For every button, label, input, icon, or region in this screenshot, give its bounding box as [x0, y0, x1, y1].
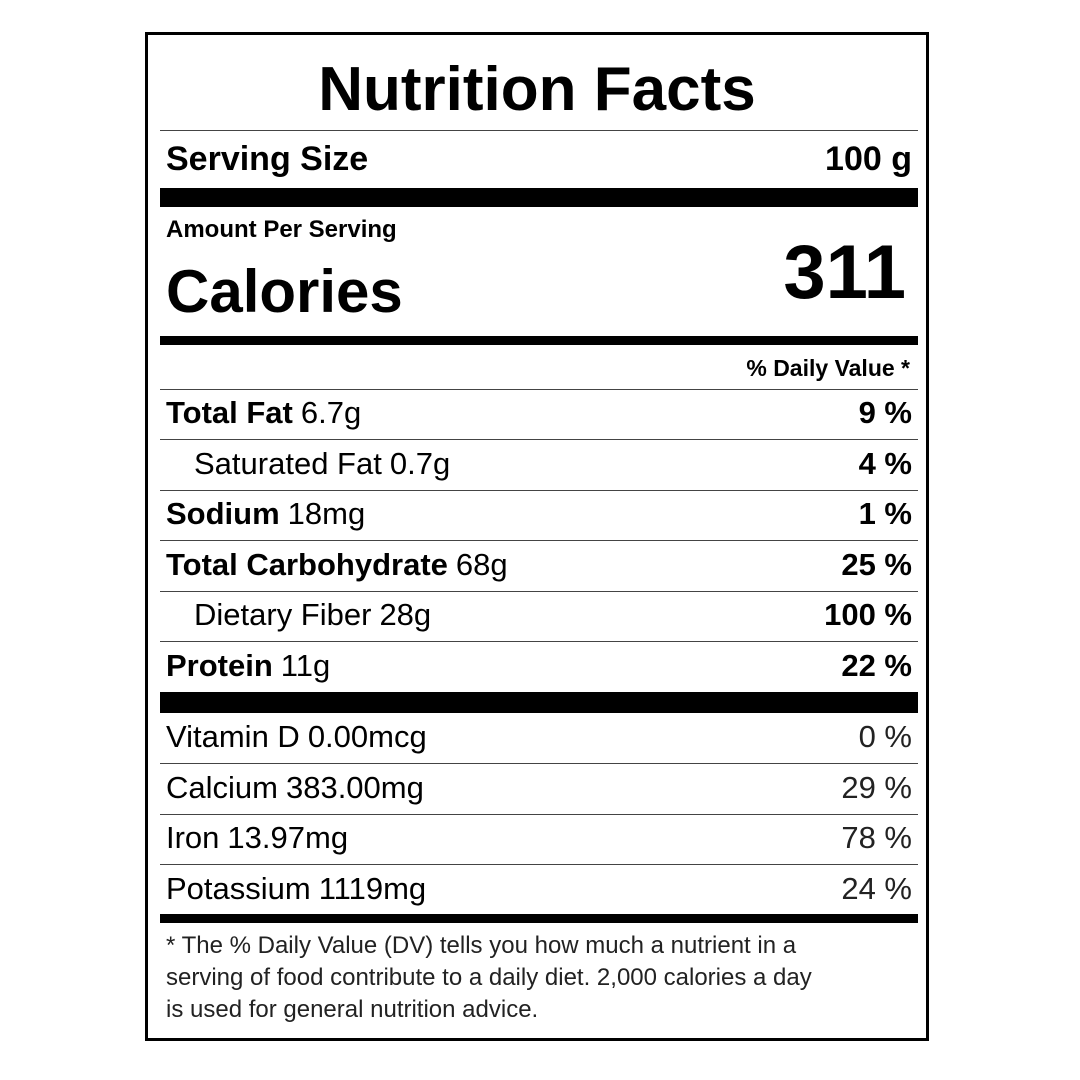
- nutrient-amount: 6.7g: [300, 395, 362, 430]
- nutrient-name: Total Fat: [166, 395, 293, 430]
- vitamin-dv: 78 %: [841, 820, 912, 855]
- divider: [160, 540, 918, 541]
- nutrient-dv: 22 %: [841, 647, 912, 683]
- vitamin-name: Potassium: [166, 870, 311, 906]
- divider: [160, 439, 918, 440]
- vitamin-amount: 383.00mg: [285, 769, 424, 805]
- nutrient-name: Dietary Fiber: [194, 597, 372, 632]
- serving-value: 100 g: [825, 140, 912, 178]
- medium-divider: [160, 914, 918, 923]
- nutrient-dv: 4 %: [858, 445, 912, 481]
- vitamin-amount: 1119mg: [318, 870, 427, 906]
- nutrition-label: Nutrition Facts Serving Size 100 g Amoun…: [145, 32, 929, 1041]
- divider: [160, 864, 918, 865]
- vitamin-dv: 0 %: [858, 719, 912, 754]
- amount-per-serving: Amount Per Serving: [166, 216, 397, 243]
- divider: [160, 130, 918, 131]
- nutrient-name: Protein: [166, 647, 273, 683]
- vitamin-amount: 0.00mcg: [307, 719, 427, 754]
- medium-divider: [160, 336, 918, 345]
- nutrient-dv: 9 %: [858, 395, 912, 430]
- divider: [160, 489, 918, 491]
- calories-label: Calories: [166, 258, 403, 325]
- divider: [160, 389, 918, 390]
- vitamin-dv: 29 %: [841, 769, 912, 805]
- nutrient-amount: 28g: [379, 597, 432, 632]
- nutrient-name: Sodium: [166, 496, 280, 531]
- vitamin-amount: 13.97mg: [227, 820, 349, 855]
- thick-divider: [160, 188, 918, 207]
- vitamin-name: Vitamin D: [166, 719, 300, 754]
- footnote-line: * The % Daily Value (DV) tells you how m…: [166, 932, 797, 959]
- serving-label: Serving Size: [166, 140, 369, 178]
- calories-value: 311: [783, 230, 906, 315]
- divider: [160, 641, 918, 642]
- footnote-line: is used for general nutrition advice.: [166, 996, 539, 1023]
- vitamin-name: Iron: [166, 820, 220, 855]
- title: Nutrition Facts: [318, 55, 756, 124]
- daily-value-header: % Daily Value *: [746, 355, 910, 381]
- vitamin-name: Calcium: [166, 769, 278, 805]
- divider: [160, 813, 918, 815]
- nutrient-name: Saturated Fat: [194, 445, 382, 481]
- nutrient-amount: 11g: [280, 647, 331, 683]
- divider: [160, 590, 918, 592]
- footnote-line: serving of food contribute to a daily di…: [166, 964, 812, 991]
- nutrient-dv: 1 %: [858, 496, 912, 531]
- nutrient-dv: 100 %: [824, 597, 912, 632]
- divider: [160, 763, 918, 764]
- nutrient-name: Total Carbohydrate: [166, 546, 448, 582]
- nutrient-amount: 18mg: [287, 496, 366, 531]
- thick-divider: [160, 692, 918, 713]
- vitamin-dv: 24 %: [841, 870, 912, 906]
- nutrient-amount: 0.7g: [389, 445, 451, 481]
- nutrient-amount: 68g: [455, 546, 508, 582]
- nutrient-dv: 25 %: [841, 546, 912, 582]
